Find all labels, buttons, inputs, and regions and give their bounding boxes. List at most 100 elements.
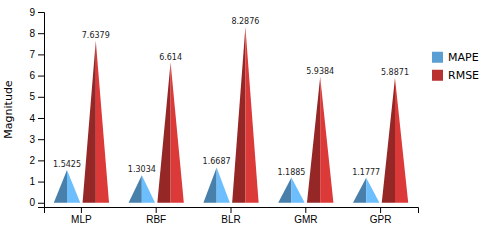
y-axis: 0 1 2 3 4 5 6 7 8 9 xyxy=(29,7,44,209)
legend-swatch xyxy=(432,70,443,81)
cone xyxy=(382,78,408,203)
x-tick-mark xyxy=(380,207,381,213)
y-tick-mark xyxy=(38,97,44,98)
y-tick-mark xyxy=(38,182,44,183)
x-tick: MLP xyxy=(71,207,92,225)
cone-left xyxy=(203,167,216,202)
x-tick-mark xyxy=(156,207,157,213)
y-tick-mark xyxy=(38,54,44,55)
legend-item: RMSE xyxy=(432,69,479,82)
x-tick: GPR xyxy=(370,207,392,225)
data-label: 5.9384 xyxy=(306,67,334,76)
y-tick: 6 xyxy=(29,70,44,81)
marks xyxy=(54,27,408,203)
x-tick: RBF xyxy=(146,207,166,225)
legend: MAPE RMSE xyxy=(432,51,479,82)
cone xyxy=(307,77,333,203)
cone-left xyxy=(83,41,96,203)
legend-item: MAPE xyxy=(432,51,479,64)
cone-right xyxy=(320,77,333,203)
x-tick: BLR xyxy=(221,207,240,225)
data-label: 1.6687 xyxy=(203,157,231,166)
y-tick: 0 xyxy=(29,197,44,208)
y-tick-label: 4 xyxy=(29,113,35,124)
cone-left xyxy=(278,178,291,203)
cone-right xyxy=(366,178,379,203)
legend-label: RMSE xyxy=(448,69,479,82)
cone-left xyxy=(157,63,170,203)
y-tick-label: 8 xyxy=(29,28,35,39)
cone-right xyxy=(291,178,304,203)
y-tick: 5 xyxy=(29,91,44,102)
y-tick-mark xyxy=(38,160,44,161)
x-tick-label: GPR xyxy=(370,214,392,225)
cone xyxy=(83,41,109,203)
y-tick-label: 2 xyxy=(29,155,35,166)
cone-right xyxy=(142,175,155,203)
cone-right xyxy=(217,167,230,202)
cone xyxy=(278,178,304,203)
data-label: 1.1777 xyxy=(352,168,380,177)
x-tick-label: GMR xyxy=(294,214,317,225)
cone-right xyxy=(245,27,258,203)
x-tick: GMR xyxy=(294,207,317,225)
y-tick-mark xyxy=(38,12,44,13)
y-tick-label: 1 xyxy=(29,176,35,187)
x-tick-label: RBF xyxy=(146,214,166,225)
cone xyxy=(232,27,258,203)
cone-right xyxy=(171,63,184,203)
data-label: 8.2876 xyxy=(231,17,259,26)
data-label: 1.1885 xyxy=(277,168,305,177)
y-axis-title: Magnitude xyxy=(2,80,15,139)
y-tick: 1 xyxy=(29,176,44,187)
y-tick-label: 6 xyxy=(29,70,35,81)
cone xyxy=(129,175,155,203)
chart: 0 1 2 3 4 5 6 7 8 9 MLP RBF BLR GMR GPR 1.5425 1.3034 1.6… xyxy=(0,0,500,229)
y-tick-label: 0 xyxy=(29,197,35,208)
x-axis-line xyxy=(45,208,419,214)
cone-right xyxy=(96,41,109,203)
cone-right xyxy=(395,78,408,203)
y-tick-label: 3 xyxy=(29,134,35,145)
plot: 0 1 2 3 4 5 6 7 8 9 MLP RBF BLR GMR GPR 1.5425 1.3034 1.6… xyxy=(29,7,418,225)
legend-label: MAPE xyxy=(448,51,479,64)
y-tick-label: 5 xyxy=(29,91,35,102)
y-tick: 3 xyxy=(29,134,44,145)
cone xyxy=(203,167,229,202)
cone-left xyxy=(307,77,320,203)
y-tick-label: 9 xyxy=(29,7,35,18)
y-tick-mark xyxy=(38,203,44,204)
data-label: 1.3034 xyxy=(128,165,156,174)
y-tick-mark xyxy=(38,76,44,77)
cone xyxy=(353,178,379,203)
y-tick-mark xyxy=(38,118,44,119)
x-tick-mark xyxy=(305,207,306,213)
x-tick-mark xyxy=(81,207,82,213)
cone-left xyxy=(129,175,142,203)
y-tick: 7 xyxy=(29,49,44,60)
x-tick-label: BLR xyxy=(221,214,240,225)
y-tick: 2 xyxy=(29,155,44,166)
y-tick-label: 7 xyxy=(29,49,35,60)
x-tick-label: MLP xyxy=(71,214,92,225)
y-tick: 9 xyxy=(29,7,44,18)
legend-swatch xyxy=(432,52,443,63)
data-label: 7.6379 xyxy=(82,31,110,40)
data-label: 6.614 xyxy=(159,53,182,62)
y-tick: 8 xyxy=(29,28,44,39)
cone-left xyxy=(353,178,366,203)
y-axis-line xyxy=(38,13,45,208)
y-tick-mark xyxy=(38,33,44,34)
cone-left xyxy=(54,170,67,203)
cone-left xyxy=(382,78,395,203)
data-label: 1.5425 xyxy=(53,160,81,169)
data-labels: 1.5425 1.3034 1.6687 1.1885 1.1777 7.6379 6.61… xyxy=(53,17,409,177)
y-tick-mark xyxy=(38,139,44,140)
cone xyxy=(157,63,183,203)
y-tick: 4 xyxy=(29,113,44,124)
x-tick-mark xyxy=(231,207,232,213)
x-axis: MLP RBF BLR GMR GPR xyxy=(45,207,419,225)
cone-left xyxy=(232,27,245,203)
data-label: 5.8871 xyxy=(381,68,409,77)
cone-right xyxy=(67,170,80,203)
